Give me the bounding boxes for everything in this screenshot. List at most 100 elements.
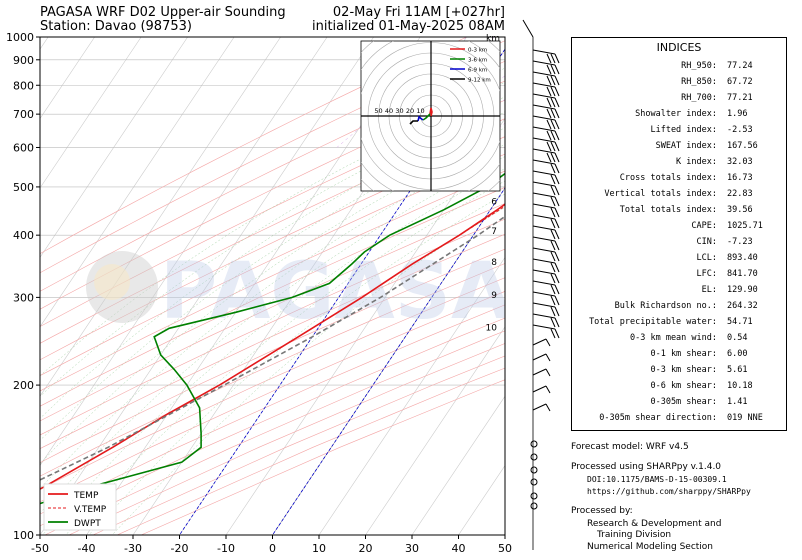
- height-label: 9: [491, 291, 497, 301]
- hodograph-trace: [417, 115, 424, 122]
- x-axis: -50 -40 -30 -20 -10 0 10 20 30 40 50: [31, 535, 512, 555]
- x-tick-label: 20: [359, 542, 373, 555]
- index-value: -7.23: [727, 237, 753, 247]
- dry-adiabat: [40, 80, 505, 310]
- hodograph-legend-label: 6-9 km: [468, 68, 487, 74]
- index-value: 77.24: [727, 61, 753, 71]
- wind-barb-feather: [545, 353, 551, 362]
- hodograph-trace: [409, 120, 418, 125]
- index-label: 0-3 km shear:: [650, 365, 717, 375]
- hodograph-ring-label: 10: [416, 107, 424, 115]
- index-label: 0-6 km shear:: [650, 381, 717, 391]
- sounding-profiles: [40, 172, 505, 505]
- index-label: Lifted index:: [650, 125, 717, 135]
- dry-adiabat: [40, 233, 505, 450]
- wind-barb: [532, 192, 556, 198]
- x-tick-label: 40: [452, 542, 466, 555]
- wind-barb-feather: [545, 403, 551, 412]
- wind-barb: [532, 203, 556, 209]
- wind-barb-feather: [550, 86, 556, 97]
- dry-adiabat: [40, 248, 505, 464]
- sharppy-url: https://github.com/sharppy/SHARPpy: [587, 487, 751, 496]
- x-tick-label: -30: [124, 542, 142, 555]
- wind-barb-feather: [546, 75, 552, 86]
- wind-barb-feather: [550, 262, 556, 273]
- wind-barb: [532, 280, 556, 286]
- wind-barb-feather: [550, 284, 556, 295]
- org-line-1: Research & Development and: [587, 519, 722, 529]
- index-label: Cross totals index:: [619, 173, 717, 183]
- index-label: LCL:: [696, 253, 717, 263]
- index-value: 10.18: [727, 381, 753, 391]
- index-label: K index:: [676, 157, 717, 167]
- isotherm: [318, 256, 505, 535]
- wind-barb-feather: [554, 86, 560, 97]
- wind-barb-feather: [554, 218, 560, 229]
- height-unit: km: [486, 34, 500, 44]
- wind-barb: [522, 19, 534, 38]
- index-label: Showalter index:: [635, 109, 717, 119]
- wind-barb-feather: [550, 196, 556, 207]
- wind-barb-feather: [554, 108, 560, 119]
- index-value: 54.71: [727, 317, 753, 327]
- wind-barb-feather: [554, 141, 560, 152]
- wind-barb: [532, 258, 556, 264]
- wind-barb-feather: [550, 207, 556, 218]
- wind-barb-feather: [550, 295, 556, 306]
- moist-adiabat: [111, 207, 505, 535]
- wind-barb-feather: [550, 174, 556, 185]
- wind-barb-feather: [554, 174, 560, 185]
- index-value: 167.56: [727, 141, 758, 151]
- index-value: 1025.71: [727, 221, 763, 231]
- wind-barb-feather: [546, 86, 552, 97]
- indices-panel: INDICES RH_950: 77.24 RH_850: 67.72 RH_700: 7…: [571, 37, 787, 431]
- index-value: 019 NNE: [727, 413, 763, 423]
- index-value: 67.72: [727, 77, 753, 87]
- chart-title: PAGASA WRF D02 Upper-air Sounding: [40, 5, 286, 20]
- index-label: Total totals index:: [619, 205, 717, 215]
- wind-barb-feather: [554, 229, 560, 240]
- wind-barb-feather: [554, 306, 560, 317]
- index-value: -2.53: [727, 125, 753, 135]
- index-value: 6.00: [727, 349, 748, 359]
- dry-adiabat: [40, 187, 505, 407]
- org-line-3: Numerical Modeling Section: [587, 542, 714, 552]
- processed-by: Processed by:: [571, 506, 633, 516]
- wind-barb-feather: [550, 141, 556, 152]
- valid-time: 02-May Fri 11AM [+027hr]: [332, 5, 505, 20]
- wind-barb: [532, 403, 547, 411]
- wind-barb-feather: [550, 328, 556, 339]
- index-label: CIN:: [696, 237, 717, 247]
- moist-adiabat: [40, 67, 505, 376]
- wind-barb-feather: [550, 64, 556, 75]
- x-tick-label: -40: [78, 542, 96, 555]
- isotherm: [40, 37, 235, 328]
- wind-barb-feather: [546, 64, 552, 75]
- isotherm: [225, 118, 505, 535]
- indices-title: INDICES: [656, 41, 702, 54]
- wind-barb-feather: [554, 262, 560, 273]
- wind-barb: [532, 159, 556, 165]
- wind-barb: [532, 368, 547, 376]
- calm-wind-marker: [530, 502, 538, 510]
- y-tick-label: 200: [13, 379, 34, 392]
- wind-barb: [532, 338, 547, 346]
- wind-barb-feather: [550, 317, 556, 328]
- legend: TEMP V.TEMP DWPT: [43, 483, 117, 531]
- wind-barb-feather: [550, 273, 556, 284]
- station-label: Station: Davao (98753): [40, 19, 192, 34]
- index-value: 841.70: [727, 269, 758, 279]
- wind-barb-feather: [554, 97, 560, 108]
- hodograph-legend-label: 0-3 km: [468, 48, 487, 54]
- wind-barb-feather: [550, 251, 556, 262]
- x-tick-label: 30: [405, 542, 419, 555]
- calm-wind-marker: [530, 440, 538, 448]
- wind-barb-feather: [554, 251, 560, 262]
- calm-wind-marker: [530, 478, 538, 486]
- index-label: LFC:: [696, 269, 717, 279]
- y-tick-label: 500: [13, 181, 34, 194]
- index-label: RH_850:: [681, 77, 717, 87]
